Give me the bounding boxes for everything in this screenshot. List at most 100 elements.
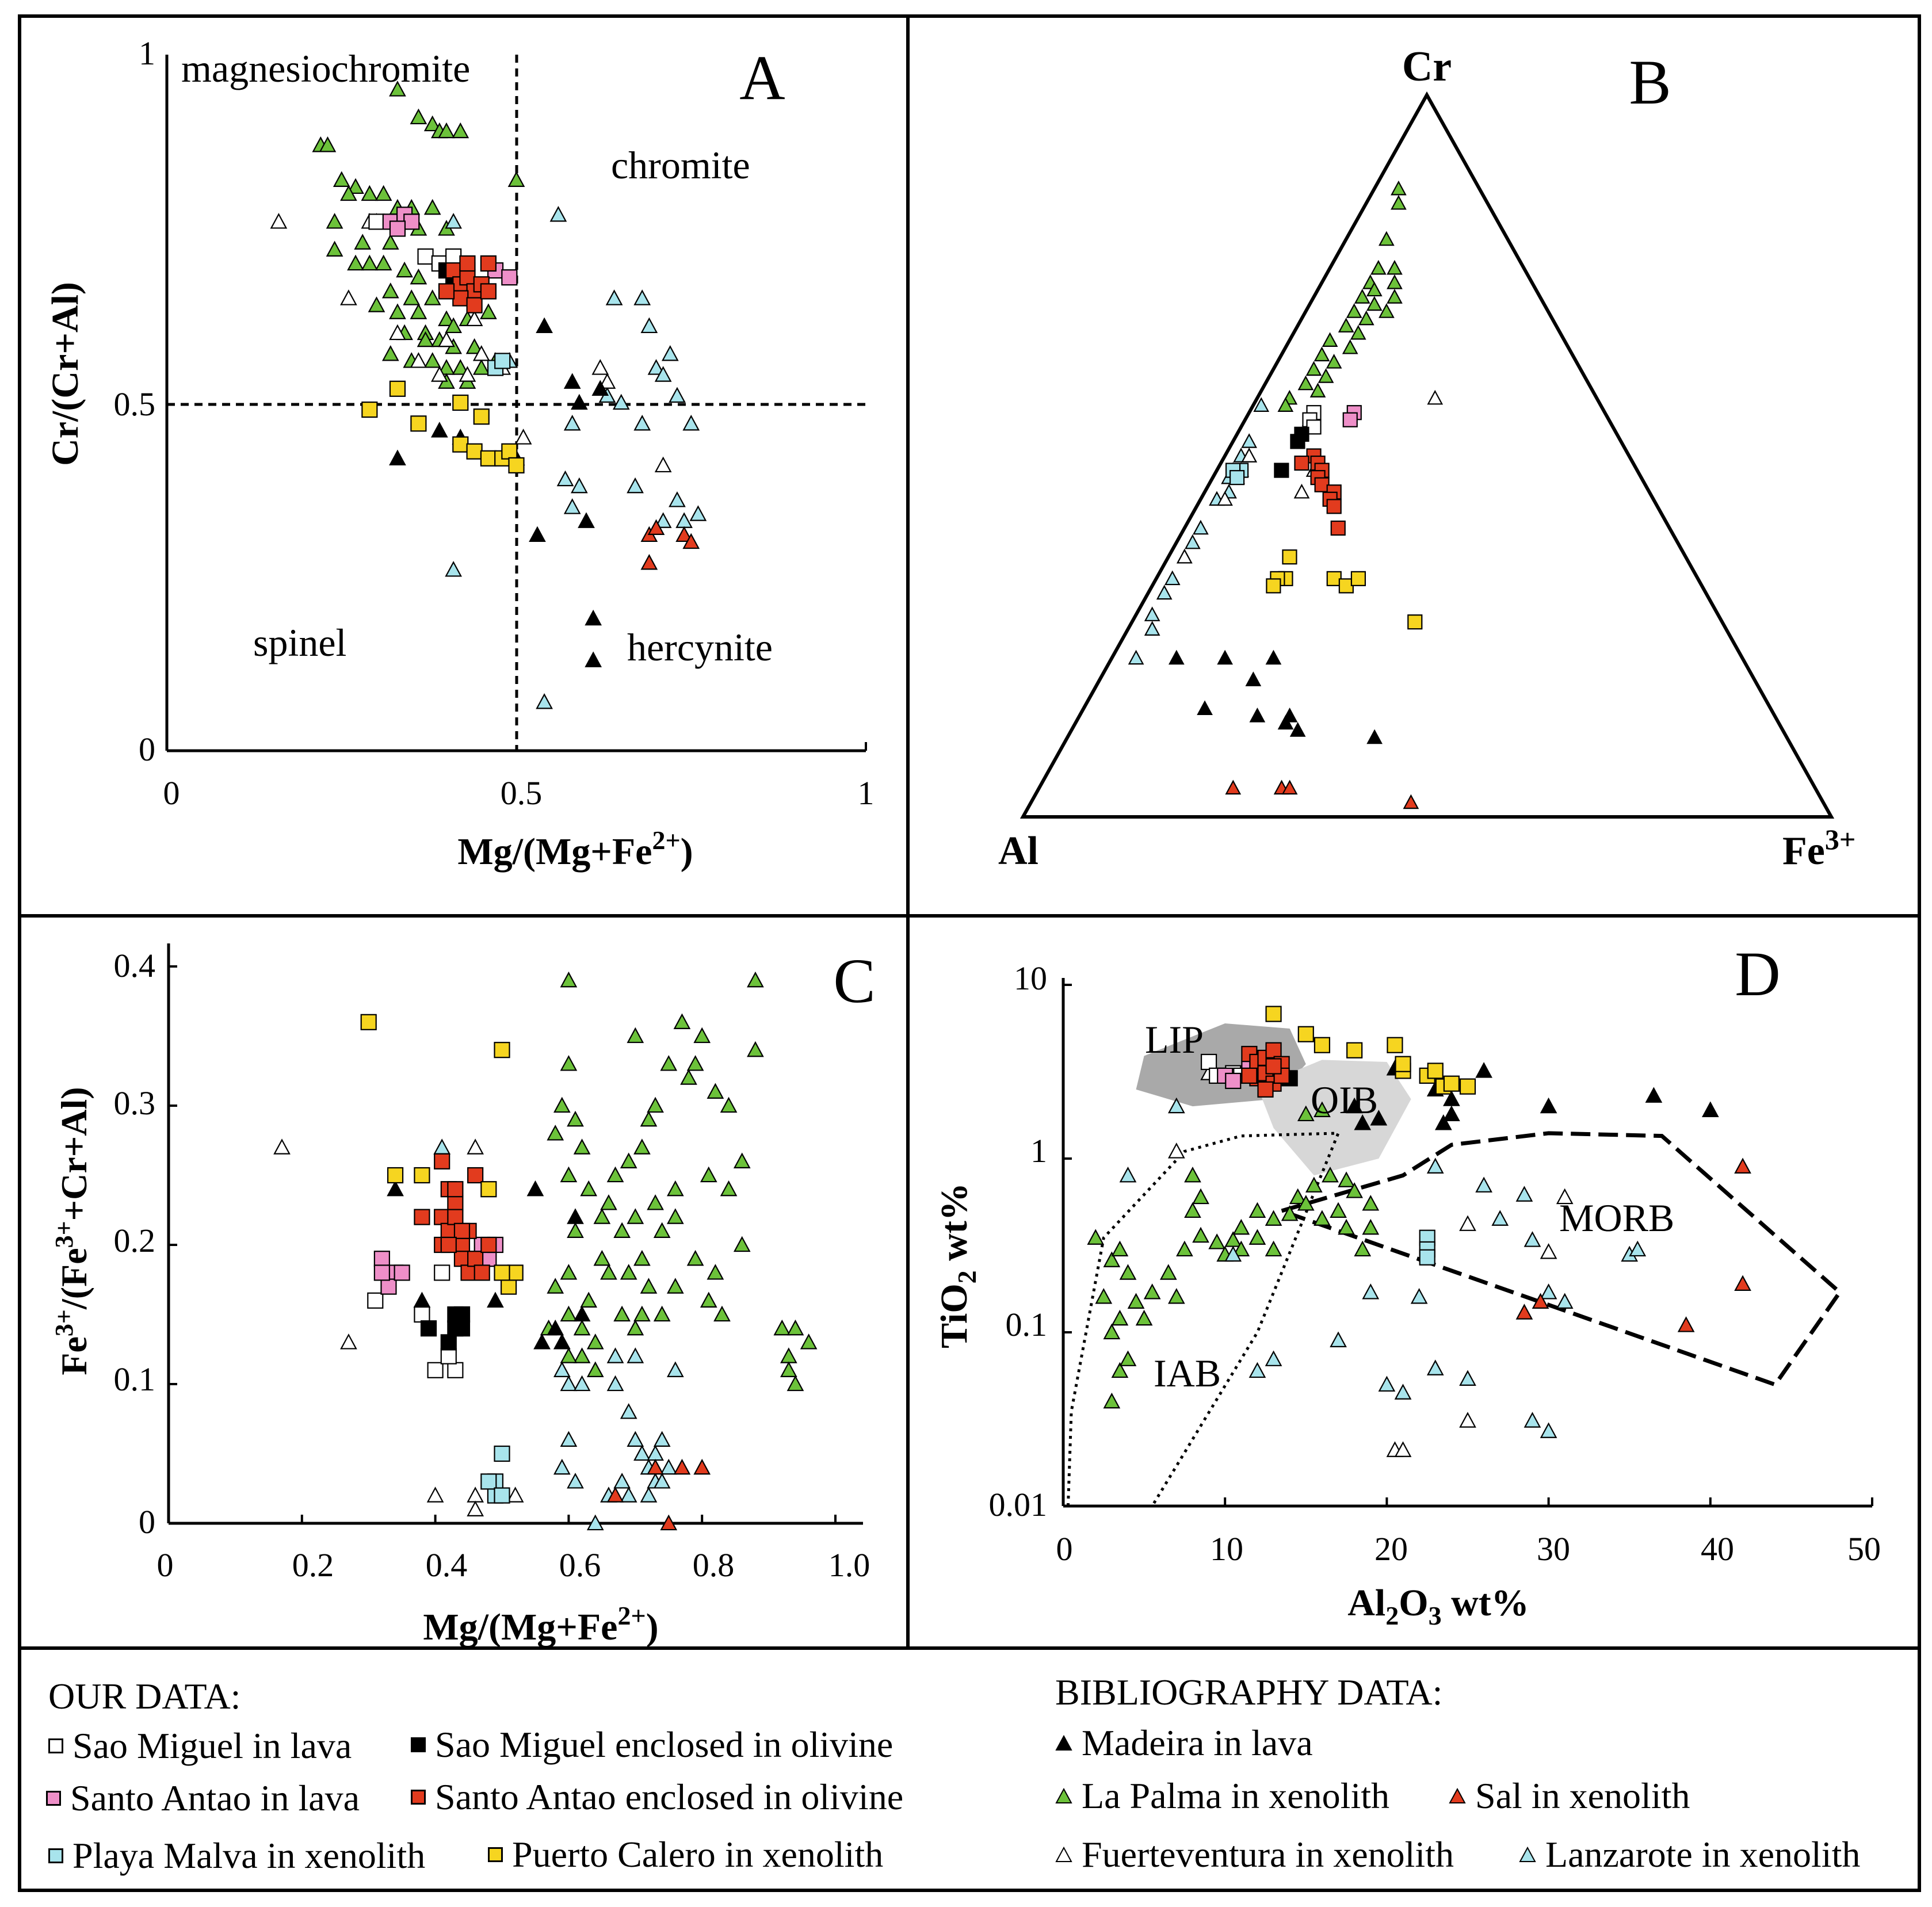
panel-d-la-palma-point: [1297, 1105, 1315, 1122]
panel-d-la-palma-point: [1232, 1218, 1250, 1235]
panel-c-puerto-calero-point: [387, 1167, 404, 1184]
field-lip-label: LIP: [1145, 1018, 1204, 1061]
panel-c-santo-antao-olivine-point: [467, 1167, 484, 1184]
panel-d-santo-antao-olivine-point: [1265, 1042, 1282, 1058]
panel-a-lanzarote-point: [549, 205, 567, 222]
panel-a-madeira-point: [389, 449, 406, 465]
panel-c-la-palma-point: [560, 971, 578, 988]
panel-d-la-palma-point: [1135, 1309, 1153, 1326]
panel-a-fuerteventura-point: [438, 331, 455, 347]
panel-d-x-label-sub2: 3: [1429, 1601, 1442, 1630]
panel-a-lanzarote-point: [571, 477, 588, 494]
panel-a-lanzarote-point: [445, 213, 462, 229]
panel-b-lanzarote-point: [1241, 433, 1257, 448]
region-spinel-label: spinel: [253, 621, 346, 664]
panel-b-madeira-point: [1289, 722, 1306, 737]
field-oib-label: OIB: [1311, 1078, 1378, 1122]
panel-b-la-palma-point: [1338, 318, 1354, 333]
panel-c-la-palma-point: [666, 1180, 684, 1197]
panel-b-la-palma-point: [1391, 180, 1407, 196]
panel-a-madeira-point: [585, 651, 602, 667]
panel-d-la-palma-point: [1354, 1240, 1372, 1257]
panel-c-y-tick-01: 0.1: [114, 1360, 156, 1398]
panel-b-la-palma-point: [1326, 354, 1342, 369]
panel-c-la-palma-point: [633, 1305, 651, 1322]
panel-a-la-palma-point: [354, 234, 372, 250]
panel-c-lanzarote-point: [633, 1444, 651, 1461]
legend-triangle-red-marker: [1449, 1788, 1466, 1803]
panel-b-sal-point: [1403, 794, 1419, 809]
panel-a-lanzarote-point: [669, 387, 686, 403]
panel-c-lanzarote-point: [620, 1403, 637, 1419]
panel-d-sal-point: [1734, 1157, 1751, 1174]
panel-c-la-palma-point: [700, 1166, 717, 1183]
panel-a-la-palma-point: [438, 122, 455, 139]
panel-a-santo-antao-olivine-point: [459, 269, 476, 286]
panel-c-puerto-calero-point: [360, 1014, 377, 1030]
panel-c-la-palma-point: [560, 1264, 578, 1280]
panel-c-la-palma-point: [600, 1264, 617, 1280]
panel-c-sal-point: [647, 1458, 664, 1475]
panel-d-sal-point: [1677, 1316, 1695, 1332]
panel-c-y-label: Fe3+/(Fe3++Cr+Al): [50, 1087, 94, 1375]
panel-c-madeira-point: [533, 1333, 551, 1350]
panel-b-madeira-point: [1366, 729, 1383, 744]
panel-d-lanzarote-point: [1330, 1331, 1347, 1347]
panel-c-fuerteventura-point: [340, 1333, 357, 1350]
panel-a-madeira-point: [431, 422, 448, 438]
panel-b-santo-antao-olivine-point: [1294, 455, 1309, 471]
panel-c-puerto-calero-point: [494, 1042, 510, 1058]
panel-c-la-palma-point: [660, 1055, 678, 1071]
panel-a-la-palma-point: [480, 303, 497, 319]
legend-item-playa-malva: Playa Malva in xenolith: [48, 1837, 425, 1874]
panel-d-la-palma-point: [1208, 1233, 1225, 1249]
panel-c-la-palma-point: [733, 1152, 751, 1168]
panel-c-playa-malva-point: [480, 1473, 497, 1490]
panel-c-la-palma-point: [627, 1319, 644, 1336]
panel-a-fuerteventura-point: [591, 359, 609, 375]
legend-label: Lanzarote in xenolith: [1545, 1834, 1861, 1875]
panel-b-letter: B: [1629, 47, 1671, 117]
panel-d-lanzarote-point: [1248, 1362, 1266, 1378]
panel-a-la-palma-point: [368, 296, 385, 312]
panel-a-fuerteventura-point: [431, 366, 448, 382]
panel-a-la-palma-point: [389, 303, 406, 319]
panel-d-fuerteventura-point: [1167, 1142, 1185, 1159]
panel-c-lanzarote-point: [666, 1361, 684, 1377]
panel-d-lanzarote-point: [1524, 1412, 1541, 1428]
panel-a-sal-point: [647, 519, 665, 535]
panel-b-la-palma-point: [1370, 259, 1387, 275]
panel-c-la-palma-point: [580, 1291, 598, 1308]
legend-item-fuerteventura: Fuerteventura in xenolith: [1055, 1836, 1454, 1873]
panel-c-madeira-point: [413, 1291, 431, 1308]
panel-d-la-palma-point: [1314, 1210, 1331, 1226]
panel-c-madeira-point: [387, 1180, 404, 1197]
panel-c-x-tick-06: 0.6: [559, 1546, 601, 1584]
panel-d-la-palma-point: [1119, 1350, 1137, 1366]
panel-d-la-palma-point: [1119, 1264, 1137, 1280]
panel-c-la-palma-point: [627, 1027, 644, 1044]
panel-b-la-palma-point: [1379, 231, 1395, 246]
panel-c-la-palma-point: [733, 1236, 751, 1252]
panel-b-lanzarote-point: [1156, 584, 1173, 600]
panel-c-santo-antao-lava-point: [373, 1264, 390, 1281]
panel-b-la-palma-point: [1387, 259, 1403, 275]
panel-d-madeira-point: [1645, 1087, 1663, 1103]
panel-d-lanzarote-point: [1119, 1166, 1137, 1183]
panel-c-lanzarote-point: [627, 1431, 644, 1447]
panel-c-la-palma-point: [640, 1278, 658, 1294]
panel-b-la-palma-point: [1346, 303, 1362, 318]
panel-a-sal-point: [675, 526, 693, 542]
panel-a-x-tick-05: 0.5: [501, 774, 543, 812]
panel-b-lanzarote-point: [1144, 606, 1160, 621]
panel-a-puerto-calero-point: [410, 415, 427, 432]
panel-d-la-palma-point: [1248, 1202, 1266, 1218]
panel-c-santo-antao-olivine-point: [440, 1222, 457, 1239]
panel-c-la-palma-point: [560, 1055, 578, 1071]
panel-c-santo-antao-lava-point: [380, 1278, 397, 1295]
panel-a-x-tick-1: 1: [858, 774, 875, 812]
legend-label: Sao Miguel enclosed in olivine: [435, 1724, 894, 1765]
panel-c-sao-miguel-lava-point: [427, 1362, 444, 1378]
panel-a-la-palma-point: [326, 240, 343, 257]
vertex-cr-label: Cr: [1402, 43, 1452, 90]
